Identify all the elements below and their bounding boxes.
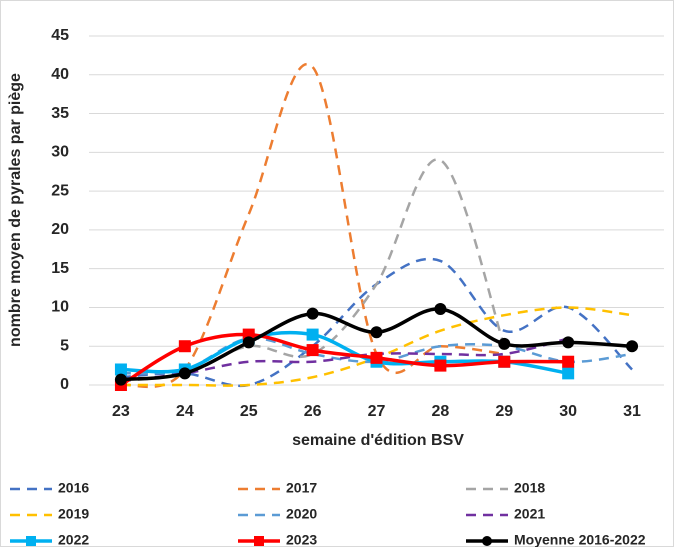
y-tick-label: 15: [51, 260, 69, 277]
y-tick-label: 10: [51, 299, 69, 316]
x-tick-label: 26: [304, 403, 322, 420]
y-tick-label: 20: [51, 221, 69, 238]
marker: [178, 340, 191, 353]
marker: [482, 536, 492, 546]
marker: [562, 355, 575, 368]
x-tick-label: 24: [176, 403, 194, 420]
marker: [434, 302, 447, 315]
x-tick-label: 25: [240, 403, 258, 420]
marker: [26, 536, 36, 546]
marker: [254, 536, 264, 546]
x-tick-label: 27: [368, 403, 386, 420]
marker: [562, 367, 575, 380]
x-tick-label: 28: [431, 403, 449, 420]
legend-label: 2016: [58, 480, 89, 496]
x-tick-label: 23: [112, 403, 130, 420]
marker: [370, 351, 383, 364]
marker: [114, 373, 127, 386]
y-tick-label: 25: [51, 182, 69, 199]
legend-label: 2023: [286, 532, 317, 547]
y-tick-label: 0: [60, 376, 69, 393]
legend-label: 2020: [286, 506, 317, 522]
y-tick-label: 40: [51, 66, 69, 83]
y-tick-label: 45: [51, 27, 69, 44]
marker: [434, 359, 447, 372]
marker: [562, 336, 575, 349]
x-axis-label: semaine d'édition BSV: [292, 432, 464, 449]
x-tick-label: 29: [495, 403, 513, 420]
marker: [370, 326, 383, 339]
y-tick-label: 30: [51, 144, 69, 161]
marker: [498, 355, 511, 368]
y-tick-label: 35: [51, 105, 69, 122]
marker: [498, 337, 511, 350]
y-axis-label: nombre moyen de pyrales par piège: [7, 73, 24, 347]
y-tick-label: 5: [60, 337, 69, 354]
marker: [626, 340, 639, 353]
legend-label: 2018: [514, 480, 545, 496]
legend-label: 2022: [58, 532, 89, 547]
marker: [178, 367, 191, 380]
marker: [306, 344, 319, 357]
series-line: [120, 257, 633, 388]
x-tick-label: 30: [559, 403, 577, 420]
legend-label: 2017: [286, 480, 317, 496]
legend-label: Moyenne 2016-2022: [514, 532, 646, 547]
marker: [306, 328, 319, 341]
series-line: [120, 62, 505, 389]
legend-label: 2021: [514, 506, 545, 522]
marker: [114, 363, 127, 376]
legend-label: 2019: [58, 506, 89, 522]
marker: [242, 336, 255, 349]
x-tick-label: 31: [623, 403, 641, 420]
marker: [306, 307, 319, 320]
